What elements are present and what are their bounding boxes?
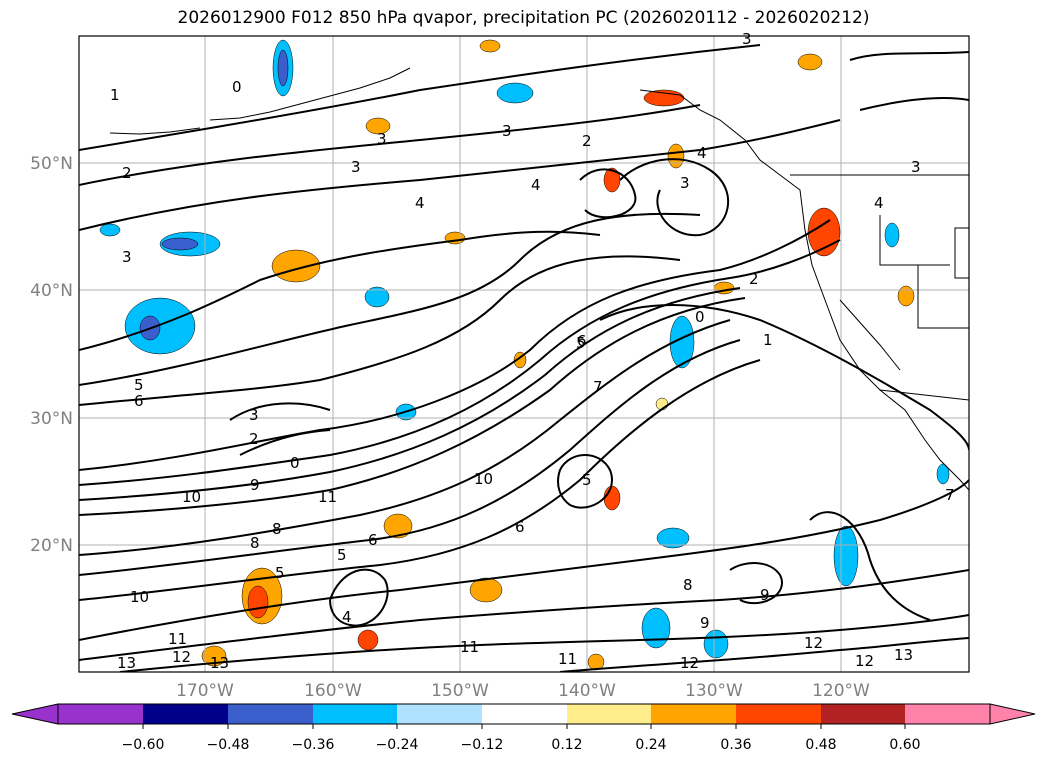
contour-label: 13 bbox=[117, 654, 136, 672]
lon-label: 130°W bbox=[685, 681, 743, 701]
contour-label: 3 bbox=[249, 406, 259, 424]
contour-label: 10 bbox=[182, 488, 201, 506]
contour-label: 10 bbox=[474, 470, 493, 488]
contour-label: 6 bbox=[515, 518, 525, 536]
lon-label: 170°W bbox=[176, 681, 234, 701]
contour-label: 4 bbox=[415, 194, 425, 212]
colorbar-extend-high bbox=[989, 703, 1036, 725]
colorbar-bin bbox=[58, 704, 143, 724]
contour-label: 6 bbox=[368, 531, 378, 549]
contour-label: 7 bbox=[945, 486, 955, 504]
contour-label: 13 bbox=[894, 646, 913, 664]
contour-label: 2 bbox=[122, 164, 132, 182]
contour-label: 13 bbox=[210, 654, 229, 672]
lon-label: 120°W bbox=[812, 681, 870, 701]
colorbar-bin bbox=[482, 704, 567, 724]
colorbar-bin bbox=[228, 704, 313, 724]
contour-label: 12 bbox=[804, 634, 823, 652]
colorbar-bin bbox=[567, 704, 651, 724]
coastlines bbox=[109, 67, 969, 491]
vapor-contours bbox=[79, 44, 969, 672]
lat-label: 40°N bbox=[30, 281, 73, 301]
colorbar-bin bbox=[143, 704, 228, 724]
colorbar-bin bbox=[821, 704, 905, 724]
contour-label: 5 bbox=[275, 564, 285, 582]
contour-label: 4 bbox=[697, 144, 707, 162]
contour-label: 2 bbox=[582, 132, 592, 150]
colorbar-bin bbox=[397, 704, 482, 724]
contour-label: 5 bbox=[337, 546, 347, 564]
contour-label: 3 bbox=[911, 158, 921, 176]
contour-label: 8 bbox=[250, 534, 260, 552]
contour-label: 5 bbox=[134, 376, 144, 394]
contour-label: 1 bbox=[763, 331, 773, 349]
contour-label: 12 bbox=[855, 652, 874, 670]
contour-label: 2 bbox=[749, 270, 759, 288]
lat-label: 50°N bbox=[30, 154, 73, 174]
contour-label: 8 bbox=[272, 520, 282, 538]
lon-label: 160°W bbox=[304, 681, 362, 701]
contour-label: 9 bbox=[250, 476, 260, 494]
contour-label: 6 bbox=[134, 392, 144, 410]
contour-label: 4 bbox=[342, 608, 352, 626]
lat-label: 30°N bbox=[30, 409, 73, 429]
contour-label: 6 bbox=[577, 332, 587, 350]
lon-label: 140°W bbox=[558, 681, 616, 701]
colorbar-tick-label: 0.60 bbox=[889, 737, 920, 753]
contour-label: 2 bbox=[249, 430, 259, 448]
colorbar-bin bbox=[905, 704, 990, 724]
contour-label: 3 bbox=[377, 130, 387, 148]
map-title: 2026012900 F012 850 hPa qvapor, precipit… bbox=[177, 8, 870, 28]
contour-label: 8 bbox=[683, 576, 693, 594]
contour-label: 4 bbox=[874, 194, 884, 212]
lon-label: 150°W bbox=[431, 681, 489, 701]
contour-label: 11 bbox=[318, 488, 337, 506]
contour-label: 11 bbox=[558, 650, 577, 668]
contour-label: 9 bbox=[700, 614, 710, 632]
latitude-labels: 50°N 40°N 30°N 20°N bbox=[30, 154, 73, 556]
contour-label: 5 bbox=[576, 334, 586, 352]
contour-label: 9 bbox=[760, 586, 770, 604]
contour-label: 3 bbox=[502, 122, 512, 140]
colorbar-bin bbox=[313, 704, 397, 724]
contour-label: 0 bbox=[695, 308, 705, 326]
lat-label: 20°N bbox=[30, 536, 73, 556]
colorbar: −0.60 −0.48 −0.36 −0.24 −0.12 0.12 0.24 … bbox=[11, 703, 1036, 753]
contour-labels: 1 0 3 3 2 3 3 4 4 4 3 2 3 3 2 1 4 5 6 2 … bbox=[110, 30, 955, 672]
longitude-labels: 170°W 160°W 150°W 140°W 130°W 120°W bbox=[176, 681, 870, 701]
colorbar-tick-label: 0.48 bbox=[805, 737, 836, 753]
colorbar-tick-label: −0.12 bbox=[461, 737, 504, 753]
contour-label: 0 bbox=[290, 454, 300, 472]
contour-label: 4 bbox=[531, 176, 541, 194]
contour-label: 3 bbox=[680, 174, 690, 192]
contour-label: 3 bbox=[122, 248, 132, 266]
precip-anomaly-shading bbox=[99, 39, 950, 671]
colorbar-bin bbox=[736, 704, 821, 724]
colorbar-tick-label: −0.36 bbox=[292, 737, 335, 753]
contour-label: 1 bbox=[110, 86, 120, 104]
contour-label: 0 bbox=[232, 78, 242, 96]
contour-label: 11 bbox=[460, 638, 479, 656]
contour-label: 12 bbox=[172, 648, 191, 666]
contour-label: 11 bbox=[168, 630, 187, 648]
contour-label: 12 bbox=[680, 654, 699, 672]
contour-label: 5 bbox=[582, 471, 592, 489]
contour-label: 7 bbox=[593, 378, 603, 396]
colorbar-bin bbox=[651, 704, 736, 724]
colorbar-tick-label: −0.60 bbox=[122, 737, 165, 753]
colorbar-outline bbox=[57, 703, 991, 725]
colorbar-tick-label: 0.24 bbox=[635, 737, 666, 753]
contour-label: 10 bbox=[130, 588, 149, 606]
colorbar-extend-low bbox=[11, 703, 59, 725]
colorbar-tick-label: 0.36 bbox=[720, 737, 751, 753]
colorbar-tick-label: −0.24 bbox=[376, 737, 419, 753]
map-frame bbox=[78, 35, 970, 673]
colorbar-tick-label: −0.48 bbox=[207, 737, 250, 753]
contour-label: 3 bbox=[351, 158, 361, 176]
colorbar-tick-label: 0.12 bbox=[551, 737, 582, 753]
contour-label: 3 bbox=[742, 30, 752, 48]
